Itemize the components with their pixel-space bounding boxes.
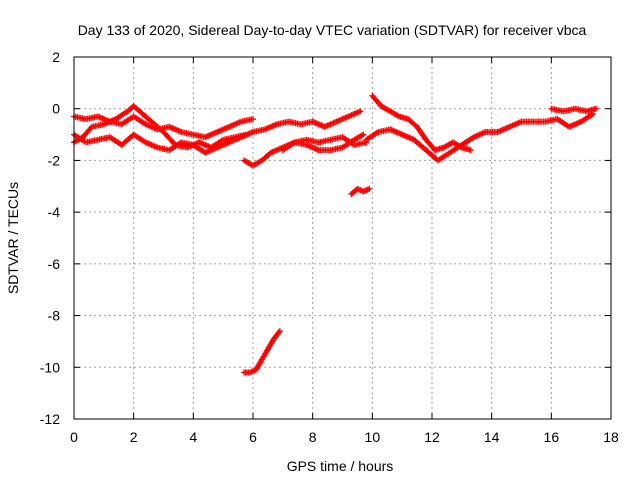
x-tick-label: 4 bbox=[189, 429, 197, 445]
y-tick-label: -8 bbox=[48, 308, 61, 324]
data-point bbox=[366, 185, 373, 192]
series-track-1 bbox=[71, 113, 256, 141]
y-axis-label: SDTVAR / TECUs bbox=[5, 182, 21, 294]
y-tick-label: -4 bbox=[48, 204, 61, 220]
y-tick-label: 0 bbox=[52, 101, 60, 117]
data-point bbox=[357, 108, 364, 115]
x-tick-label: 2 bbox=[130, 429, 138, 445]
series-track-5 bbox=[279, 134, 370, 154]
y-tick-label: -2 bbox=[48, 152, 61, 168]
data-point bbox=[467, 147, 474, 154]
x-tick-label: 0 bbox=[70, 429, 78, 445]
data-point bbox=[360, 131, 367, 138]
plot-frame bbox=[73, 56, 612, 420]
data-point bbox=[276, 328, 283, 335]
data-point bbox=[593, 105, 600, 112]
data-series bbox=[71, 92, 600, 376]
x-tick-label: 16 bbox=[544, 429, 560, 445]
series-track-9 bbox=[548, 105, 600, 115]
x-tick-label: 14 bbox=[484, 429, 500, 445]
y-tick-label: -6 bbox=[48, 256, 61, 272]
data-point bbox=[275, 329, 282, 336]
chart-title: Day 133 of 2020, Sidereal Day-to-day VTE… bbox=[78, 22, 587, 38]
x-tick-label: 8 bbox=[309, 429, 317, 445]
series-track-3 bbox=[71, 108, 364, 156]
y-tick-label: -10 bbox=[40, 359, 60, 375]
y-tick-label: -12 bbox=[40, 411, 60, 427]
x-tick-label: 12 bbox=[424, 429, 440, 445]
data-point bbox=[250, 116, 256, 123]
x-tick-label: 10 bbox=[365, 429, 381, 445]
y-tick-label: 2 bbox=[52, 49, 60, 65]
series-track-6 bbox=[348, 185, 373, 198]
x-axis-label: GPS time / hours bbox=[287, 458, 394, 474]
x-tick-label: 18 bbox=[603, 429, 619, 445]
x-tick-label: 6 bbox=[249, 429, 257, 445]
grid bbox=[74, 57, 611, 419]
series-track-10 bbox=[241, 328, 283, 376]
series-track-8 bbox=[363, 110, 597, 164]
